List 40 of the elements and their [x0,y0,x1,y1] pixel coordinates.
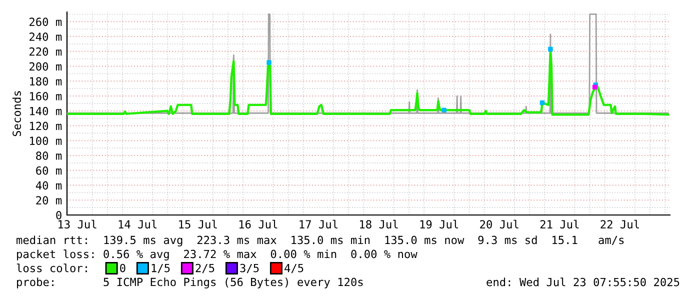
legend-label: 4/5 [284,264,304,274]
y-tick-label: 60 m [36,166,62,175]
point [266,60,272,65]
y-tick-label: 100 m [30,136,62,146]
point [548,46,553,52]
y-tick-label: 180 m [30,77,62,86]
point [592,84,598,90]
y-tick-label: 0 [56,211,62,220]
x-tick-label: 15 Jul [179,220,217,229]
x-tick-label: 21 Jul [540,220,579,229]
text: packet loss: 0.56 % avg 23.72 % max 0.00 % min 0.00 % now [17,250,418,260]
text: median rtt: 139.5 ms avg 223.3 ms max 135.0 ms min 135.0 ms now 9.3 ms sd 15.1 am/s [16,236,624,246]
y-tick-label: 260 m [30,18,62,26]
legend-label: 1/5 [152,264,170,274]
text: probe: 5 ICMP Echo Pings (56 Bytes) every 120s [17,278,363,288]
point [442,108,446,113]
y-tick-label: 140 m [30,106,62,116]
y-tick-label: 80 m [36,152,62,160]
x-tick-label: 14 Jul [118,220,157,229]
x-tick-label: 22 Jul [600,220,639,229]
x-tick-label: 17 Jul [300,220,338,229]
legend-label: 2/5 [196,264,214,274]
y-tick-label: 240 m [30,32,62,41]
y-tick-label: 160 m [30,92,62,100]
y-tick-label: 20 m [36,196,62,205]
y-axis-title: Seconds [12,91,21,136]
point [540,100,545,106]
legend-label: 3/5 [240,264,259,274]
x-tick-label: 20 Jul [480,220,518,229]
text: end: Wed Jul 23 07:55:50 2025 [486,278,680,286]
y-tick-label: 120 m [30,122,62,130]
x-tick-label: 18 Jul [360,220,398,229]
legend-label: 0 [120,264,126,272]
x-tick-label: 13 Jul [58,220,96,229]
text: loss color: [16,264,87,272]
y-tick-label: 40 m [36,181,62,190]
x-tick-label: 16 Jul [239,220,278,229]
y-tick-label: 220 m [30,47,62,56]
x-tick-label: 19 Jul [420,220,458,229]
y-tick-label: 200 m [30,62,62,71]
